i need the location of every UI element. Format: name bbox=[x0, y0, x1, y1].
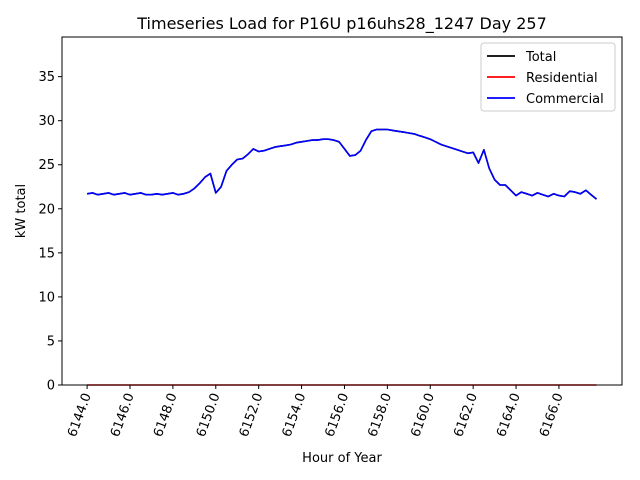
y-tick-label: 5 bbox=[47, 334, 55, 349]
y-tick-label: 10 bbox=[38, 290, 55, 305]
y-tick-label: 35 bbox=[38, 70, 55, 85]
y-tick-label: 15 bbox=[38, 246, 55, 261]
chart-title: Timeseries Load for P16U p16uhs28_1247 D… bbox=[136, 14, 547, 34]
y-tick-label: 0 bbox=[47, 379, 55, 394]
series-line-commercial bbox=[86, 128, 598, 200]
y-tick-label: 30 bbox=[38, 114, 55, 129]
plot-frame bbox=[61, 36, 623, 386]
legend-frame bbox=[480, 42, 616, 112]
legend: Total Residential Commercial bbox=[480, 42, 616, 112]
legend-label-total: Total bbox=[525, 50, 556, 65]
y-tick-label: 25 bbox=[38, 158, 55, 173]
y-tick-label: 20 bbox=[38, 202, 55, 217]
legend-label-commercial: Commercial bbox=[526, 92, 604, 107]
x-axis-label: Hour of Year bbox=[302, 451, 382, 466]
y-axis: 0 5 10 15 20 25 30 35 bbox=[38, 70, 62, 394]
legend-label-residential: Residential bbox=[526, 71, 598, 86]
y-axis-label: kW total bbox=[14, 184, 29, 238]
